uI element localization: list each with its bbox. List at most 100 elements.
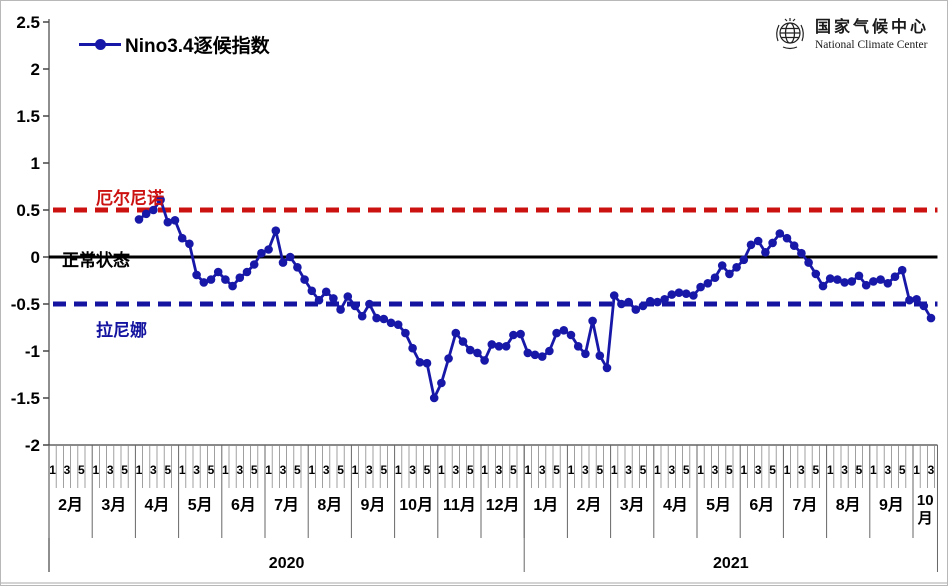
series-point [818,281,828,291]
y-axis-tick-label: -0.5 [11,295,40,314]
month-label: 4月 [145,496,170,514]
series-point [278,258,288,267]
pentad-tick-label: 3 [236,463,243,477]
pentad-tick-label: 5 [812,463,819,477]
month-label: 10月 [399,496,433,514]
month-label: 6月 [231,496,256,514]
series-point [631,305,641,314]
globe-icon [776,18,804,50]
pentad-tick-label: 1 [222,463,229,477]
legend-label: Nino3.4逐候指数 [125,35,270,57]
pentad-tick-label: 1 [524,463,531,477]
series-point [242,267,252,277]
series-point [386,318,396,328]
series-point [732,263,741,272]
pentad-tick-label: 5 [726,463,733,477]
pentad-tick-label: 1 [92,463,99,477]
pentad-tick-label: 1 [265,463,272,477]
pentad-tick-label: 5 [856,463,863,477]
series-point [667,290,677,299]
series-point [509,330,518,340]
series-point [825,274,835,283]
series-line [138,198,933,400]
series-point [393,320,403,330]
series-point [811,269,821,279]
series-point [602,363,612,373]
pentad-tick-label: 3 [884,463,891,477]
month-label: 6月 [749,496,774,514]
series-point [156,195,165,204]
series-point [451,328,461,338]
series-point [307,286,317,296]
series-point [357,311,367,321]
pentad-tick-label: 5 [424,463,431,477]
series-point [523,348,533,358]
pentad-tick-label: 3 [841,463,848,477]
pentad-tick-label: 1 [784,463,791,477]
series-point [638,301,648,311]
series-point [487,340,497,349]
series-point [739,255,749,265]
series-point [573,342,583,351]
series-point [905,295,914,305]
pentad-tick-label: 5 [337,463,344,477]
series-point [912,295,921,304]
series-point [552,328,561,338]
series-point [429,393,439,403]
series-point [285,252,295,262]
series-point [134,215,144,224]
pentad-tick-label: 1 [611,463,618,477]
legend: Nino3.4逐候指数 [79,31,270,57]
logo-chinese-name: 国家气候中心 [814,19,929,36]
pentad-tick-label: 3 [668,463,675,477]
month-label: 2月 [577,496,602,514]
month-label: 8月 [836,496,861,514]
pentad-tick-label: 3 [582,463,589,477]
year-label: 2021 [713,555,749,572]
pentad-tick-label: 1 [352,463,359,477]
series-point [163,217,173,227]
month-label: 7月 [274,496,299,514]
month-label: 12月 [486,496,520,514]
pentad-tick-label: 3 [107,463,114,477]
month-label: 5月 [706,496,731,514]
pentad-tick-label: 1 [438,463,445,477]
pentad-tick-label: 1 [827,463,834,477]
series-point [775,229,785,238]
series-point [789,241,799,250]
series-point [221,275,230,284]
pentad-tick-label: 5 [164,463,171,477]
pentad-tick-label: 3 [452,463,459,477]
pentad-tick-label: 3 [193,463,200,477]
series-point [314,295,324,305]
series-point [617,299,626,309]
y-axis-tick-label: 1.5 [16,107,40,126]
series-point [660,295,669,304]
series-point [149,205,158,215]
month-label: 9月 [879,496,904,514]
series-point [595,351,605,361]
legend-line-marker-icon [79,31,121,57]
pentad-tick-label: 5 [380,463,387,477]
series-point [170,216,180,225]
pentad-tick-label: 3 [64,463,71,477]
series-point [717,261,727,270]
pentad-tick-label: 1 [395,463,402,477]
series-point [919,301,929,311]
pentad-tick-label: 1 [136,463,143,477]
series-point [725,269,734,279]
pentad-tick-label: 3 [712,463,719,477]
series-point [437,378,446,388]
series-point [624,297,633,307]
series-point [897,265,907,275]
month-label: 11月 [443,496,476,514]
series-point [422,358,432,368]
series-point [703,279,713,288]
series-point [689,291,698,300]
series-point [213,267,223,277]
pentad-tick-label: 5 [510,463,517,477]
pentad-tick-label: 5 [596,463,603,477]
series-point [566,330,576,340]
pentad-tick-label: 1 [654,463,661,477]
